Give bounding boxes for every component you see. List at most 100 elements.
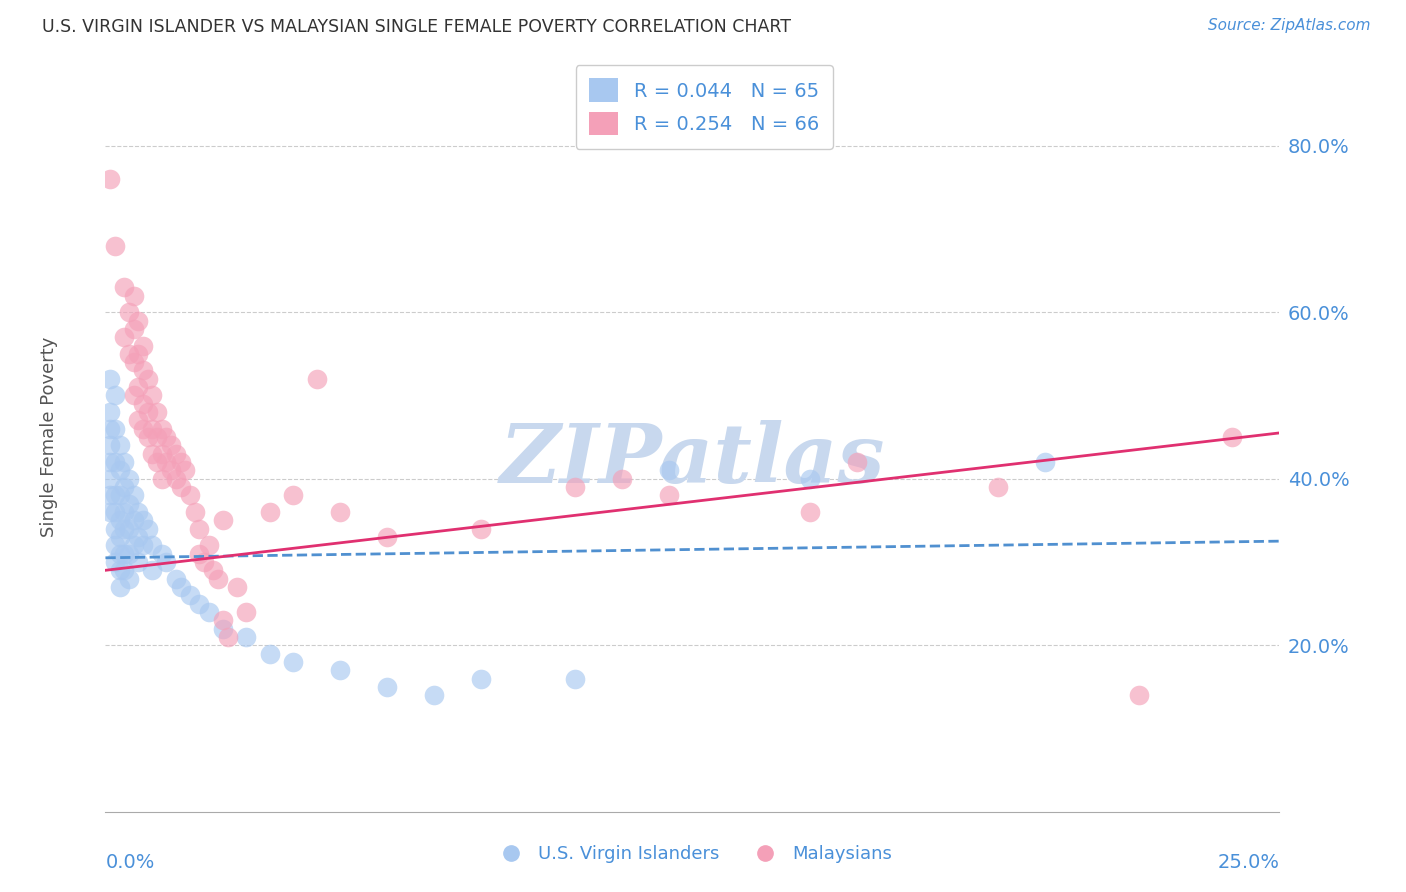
Point: [108, 513, 131, 527]
Point: [98, 405, 121, 419]
Point: [197, 605, 219, 619]
Point: [202, 563, 225, 577]
Point: [127, 380, 149, 394]
Point: [118, 347, 141, 361]
Text: ZIPatlas: ZIPatlas: [499, 419, 886, 500]
Point: [155, 430, 177, 444]
Point: [104, 522, 127, 536]
Point: [259, 647, 281, 661]
Point: [141, 538, 163, 552]
Point: [188, 597, 211, 611]
Point: [104, 238, 127, 252]
Point: [118, 522, 141, 536]
Point: [169, 580, 191, 594]
Point: [136, 522, 159, 536]
Point: [658, 488, 681, 502]
Point: [132, 513, 155, 527]
Point: [104, 388, 127, 402]
Point: [108, 580, 131, 594]
Point: [146, 455, 169, 469]
Text: Single Female Poverty: Single Female Poverty: [41, 337, 59, 537]
Point: [155, 455, 177, 469]
Text: U.S. VIRGIN ISLANDER VS MALAYSIAN SINGLE FEMALE POVERTY CORRELATION CHART: U.S. VIRGIN ISLANDER VS MALAYSIAN SINGLE…: [42, 18, 792, 36]
Point: [188, 522, 211, 536]
Point: [118, 305, 141, 319]
Point: [146, 430, 169, 444]
Point: [104, 538, 127, 552]
Point: [470, 522, 492, 536]
Point: [375, 530, 398, 544]
Text: 25.0%: 25.0%: [1218, 853, 1279, 872]
Point: [169, 480, 191, 494]
Point: [132, 538, 155, 552]
Point: [98, 422, 121, 436]
Point: [305, 372, 328, 386]
Point: [211, 622, 233, 636]
Point: [470, 672, 492, 686]
Point: [122, 388, 145, 402]
Point: [799, 505, 821, 519]
Point: [112, 455, 135, 469]
Point: [112, 280, 135, 294]
Point: [150, 422, 173, 436]
Point: [610, 472, 633, 486]
Point: [226, 580, 249, 594]
Point: [658, 463, 681, 477]
Point: [132, 397, 155, 411]
Point: [118, 547, 141, 561]
Point: [98, 372, 121, 386]
Point: [169, 455, 191, 469]
Legend: U.S. Virgin Islanders, Malaysians: U.S. Virgin Islanders, Malaysians: [486, 838, 898, 870]
Point: [112, 522, 135, 536]
Point: [118, 472, 141, 486]
Point: [132, 338, 155, 352]
Point: [217, 630, 239, 644]
Point: [165, 447, 187, 461]
Point: [179, 588, 201, 602]
Point: [127, 313, 149, 327]
Point: [165, 472, 187, 486]
Point: [122, 488, 145, 502]
Point: [104, 455, 127, 469]
Point: [104, 505, 127, 519]
Point: [108, 438, 131, 452]
Point: [141, 422, 163, 436]
Point: [183, 505, 205, 519]
Point: [108, 563, 131, 577]
Point: [799, 472, 821, 486]
Point: [108, 488, 131, 502]
Point: [118, 497, 141, 511]
Point: [193, 555, 215, 569]
Point: [108, 547, 131, 561]
Point: [564, 672, 586, 686]
Point: [141, 563, 163, 577]
Point: [150, 547, 173, 561]
Point: [283, 488, 305, 502]
Point: [423, 688, 446, 702]
Point: [141, 447, 163, 461]
Point: [127, 555, 149, 569]
Point: [141, 388, 163, 402]
Point: [127, 530, 149, 544]
Point: [112, 505, 135, 519]
Point: [146, 405, 169, 419]
Point: [136, 405, 159, 419]
Point: [112, 480, 135, 494]
Point: [108, 463, 131, 477]
Point: [136, 372, 159, 386]
Point: [1033, 455, 1056, 469]
Point: [1222, 430, 1244, 444]
Point: [197, 538, 219, 552]
Point: [329, 505, 352, 519]
Point: [104, 555, 127, 569]
Point: [104, 422, 127, 436]
Point: [160, 438, 183, 452]
Point: [98, 472, 121, 486]
Point: [127, 347, 149, 361]
Point: [112, 547, 135, 561]
Point: [108, 530, 131, 544]
Point: [211, 613, 233, 627]
Point: [155, 555, 177, 569]
Point: [174, 463, 197, 477]
Point: [188, 547, 211, 561]
